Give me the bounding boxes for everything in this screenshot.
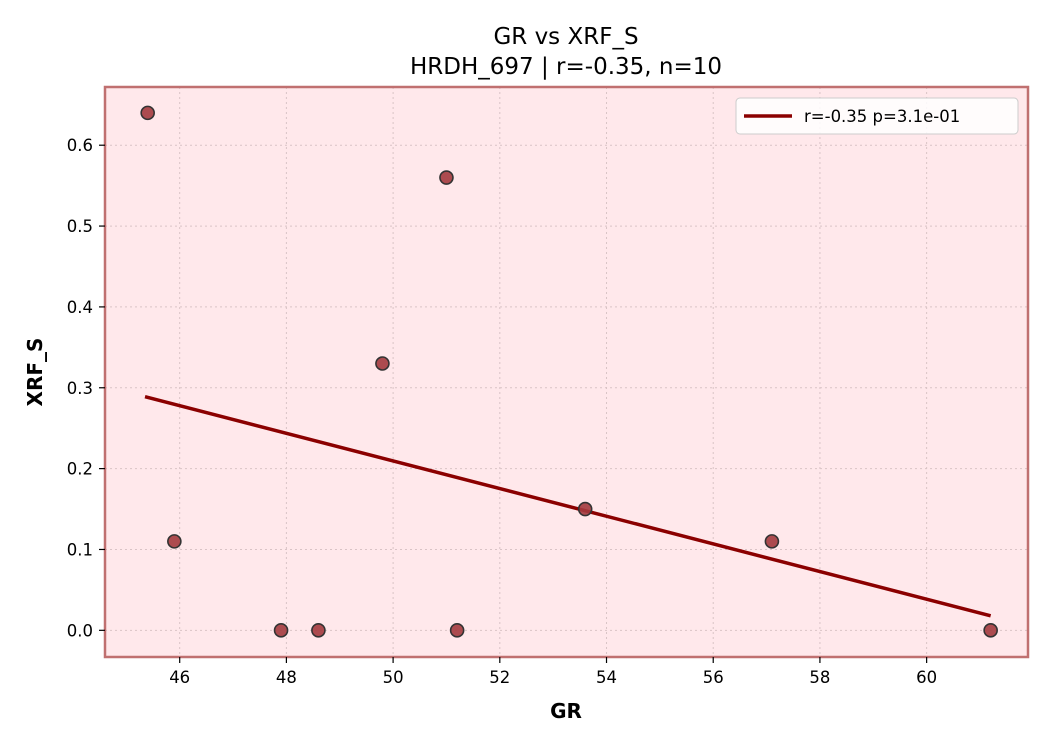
y-tick-label: 0.3: [67, 379, 93, 398]
data-point: [439, 170, 454, 185]
y-axis-ticks: 0.0 0.1 0.2 0.3 0.4 0.5 0.6: [67, 136, 105, 640]
x-tick-label: 50: [383, 668, 404, 687]
data-point: [140, 105, 155, 121]
y-axis-label: XRF_S: [23, 338, 47, 407]
data-point: [983, 623, 998, 638]
x-tick-label: 58: [809, 668, 830, 687]
data-point: [273, 623, 289, 638]
y-tick-label: 0.6: [67, 136, 93, 155]
data-points: [140, 105, 998, 638]
plot-area: [105, 87, 1028, 657]
chart-subtitle: HRDH_697 | r=-0.35, n=10: [410, 54, 722, 80]
x-tick-label: 56: [703, 668, 724, 687]
x-tick-label: 48: [276, 668, 297, 687]
plot-frame: [103, 85, 1030, 659]
data-point: [375, 356, 390, 371]
x-tick-label: 54: [596, 668, 617, 687]
y-tick-label: 0.2: [67, 460, 93, 479]
y-tick-label: 0.0: [67, 621, 93, 640]
grid: [105, 87, 1028, 657]
data-point: [449, 623, 465, 638]
x-axis-label: GR: [550, 699, 582, 723]
fit-line: [144, 394, 992, 618]
legend-label: r=-0.35 p=3.1e-01: [804, 107, 960, 126]
legend: r=-0.35 p=3.1e-01: [735, 97, 1019, 135]
chart-title: GR vs XRF_S: [493, 24, 638, 50]
data-point: [764, 534, 780, 549]
legend-box: [735, 97, 1019, 135]
x-axis-ticks: 46 48 50 52 54 56 58 60: [169, 657, 937, 687]
y-tick-label: 0.5: [67, 217, 93, 236]
data-point: [167, 534, 182, 549]
y-tick-label: 0.4: [67, 298, 93, 317]
x-tick-label: 60: [916, 668, 937, 687]
x-tick-label: 52: [489, 668, 510, 687]
data-point: [311, 623, 326, 638]
y-tick-label: 0.1: [67, 540, 93, 559]
x-tick-label: 46: [169, 668, 190, 687]
data-point: [577, 501, 593, 517]
